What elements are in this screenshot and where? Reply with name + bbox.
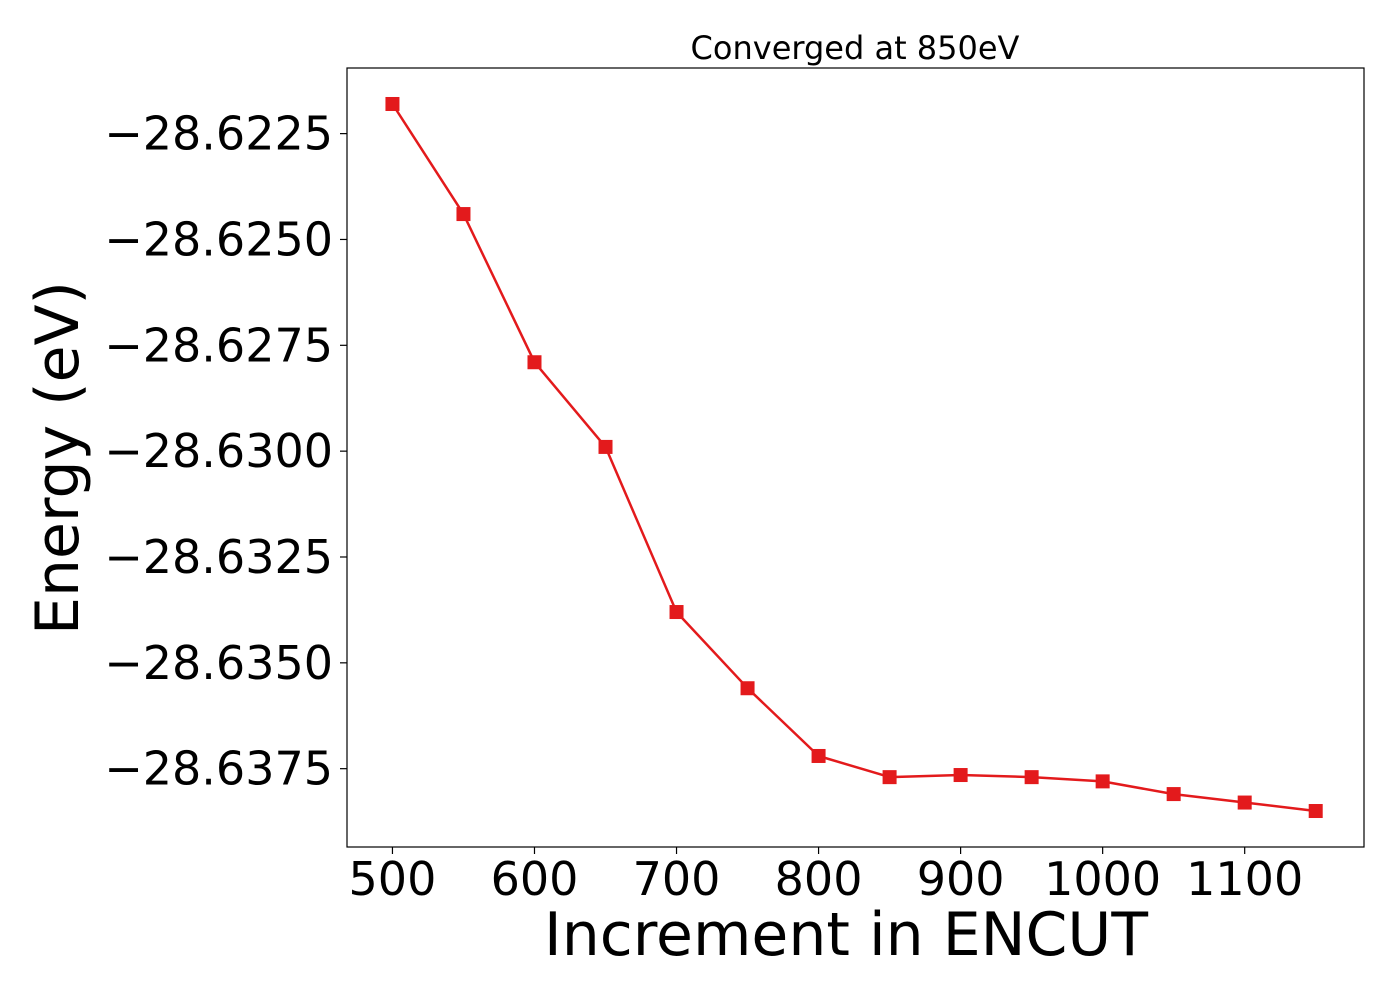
data-point-marker bbox=[456, 207, 471, 222]
data-point-marker bbox=[1166, 787, 1181, 802]
data-point-marker bbox=[882, 770, 897, 785]
data-point-marker bbox=[1095, 774, 1110, 789]
x-tick-label: 600 bbox=[491, 852, 579, 906]
y-tick-label: −28.6325 bbox=[104, 530, 333, 584]
data-point-marker bbox=[598, 439, 613, 454]
x-tick-label: 500 bbox=[349, 852, 437, 906]
plot-area-frame bbox=[346, 67, 1365, 848]
data-point-marker bbox=[740, 681, 755, 696]
x-tick-label: 800 bbox=[775, 852, 863, 906]
chart-title: Converged at 850eV bbox=[691, 29, 1020, 67]
y-axis-ticks: −28.6225 −28.6250 −28.6275 −28.6300 −28.6325… bbox=[104, 107, 347, 796]
data-series-layer bbox=[385, 96, 1323, 819]
data-point-marker bbox=[1237, 795, 1252, 810]
x-axis-label: Increment in ENCUT bbox=[544, 900, 1148, 970]
data-point-marker bbox=[669, 605, 684, 620]
data-point-marker bbox=[385, 96, 400, 111]
data-point-marker bbox=[527, 355, 542, 370]
y-tick-label: −28.6250 bbox=[104, 212, 333, 266]
x-tick-label: 900 bbox=[917, 852, 1005, 906]
x-tick-label: 1000 bbox=[1044, 852, 1161, 906]
data-point-marker bbox=[1308, 804, 1323, 819]
x-axis-ticks: 500 600 700 800 900 1000 1100 bbox=[349, 847, 1303, 906]
y-tick-label: −28.6275 bbox=[104, 318, 333, 372]
y-tick-label: −28.6300 bbox=[104, 424, 333, 478]
y-axis-label: Energy (eV) bbox=[23, 281, 93, 635]
y-tick-label: −28.6350 bbox=[104, 636, 333, 690]
data-point-marker bbox=[1024, 770, 1039, 785]
data-point-marker bbox=[811, 748, 826, 763]
x-tick-label: 700 bbox=[633, 852, 721, 906]
y-tick-label: −28.6375 bbox=[104, 742, 333, 796]
data-point-marker bbox=[953, 768, 968, 783]
series-line bbox=[391, 103, 1316, 813]
y-tick-label: −28.6225 bbox=[104, 107, 333, 161]
x-tick-label: 1100 bbox=[1186, 852, 1303, 906]
